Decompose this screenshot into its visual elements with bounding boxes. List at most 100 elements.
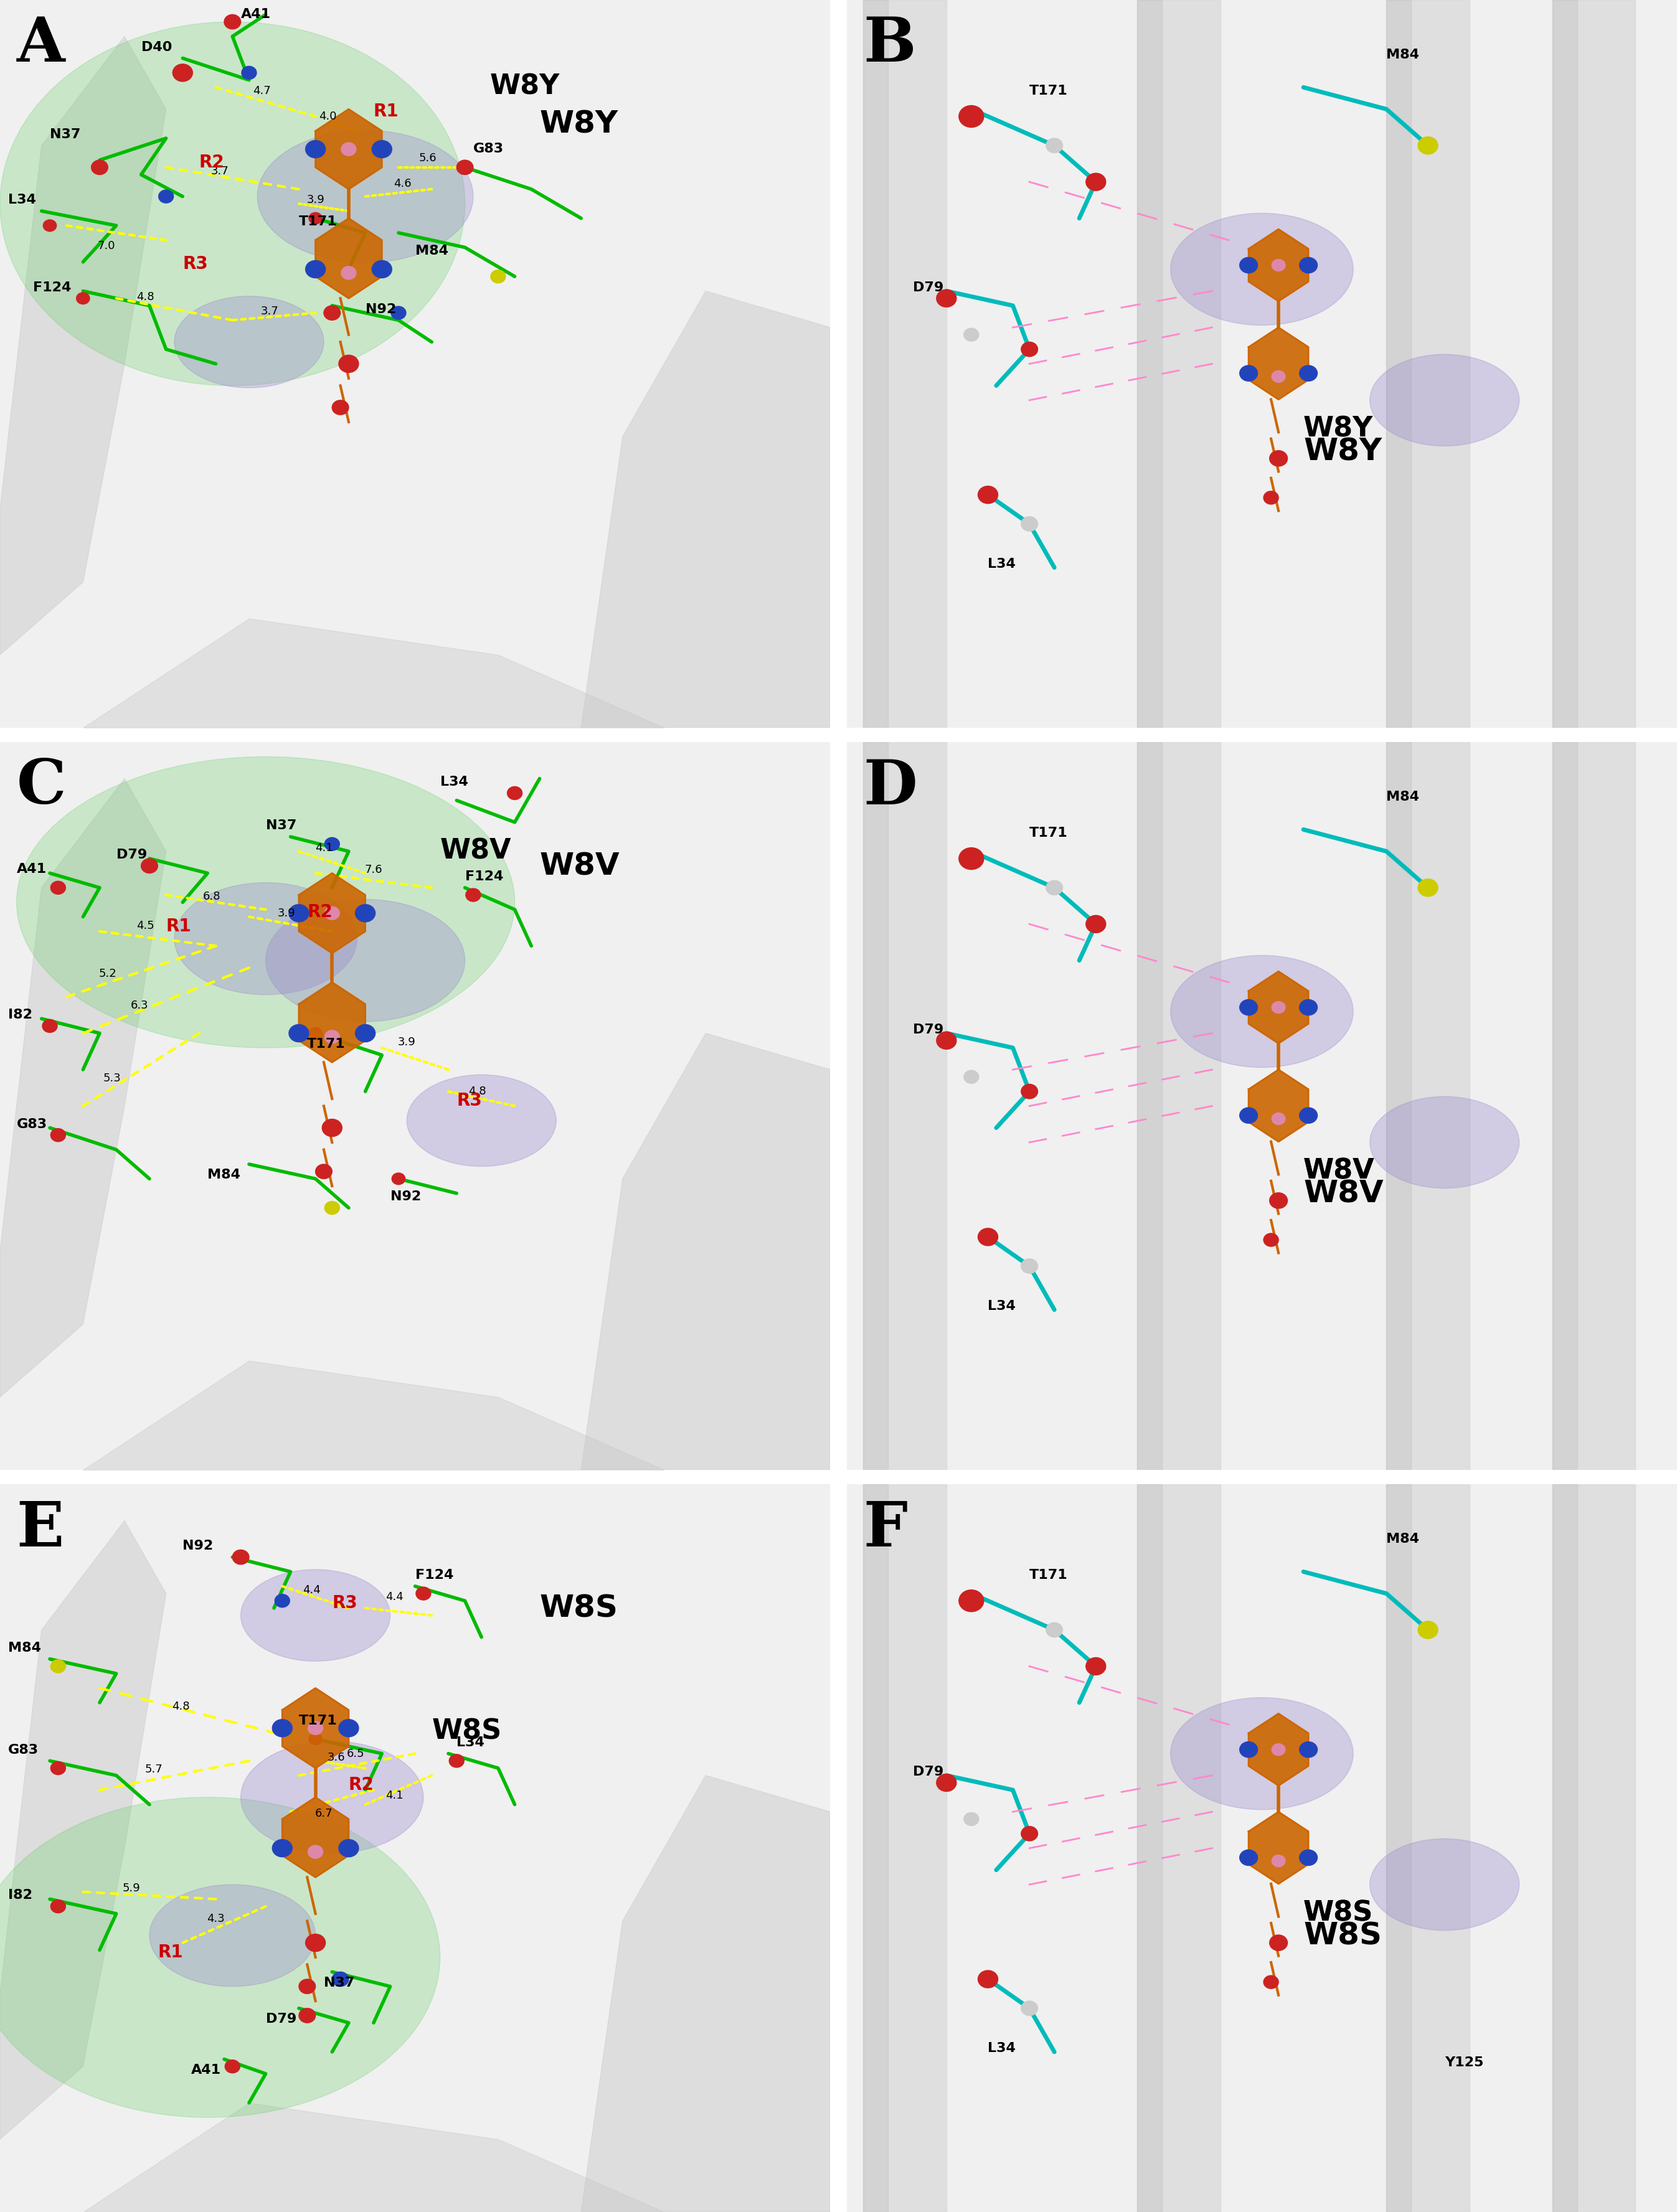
Text: T171: T171 [299, 215, 337, 228]
Circle shape [241, 66, 257, 80]
Text: M84: M84 [208, 1168, 240, 1181]
Polygon shape [1387, 0, 1469, 728]
Circle shape [339, 1840, 359, 1856]
Ellipse shape [1370, 354, 1519, 447]
Polygon shape [582, 1776, 830, 2212]
Text: 3.6: 3.6 [327, 1752, 345, 1763]
Polygon shape [299, 982, 366, 1062]
Text: 5.3: 5.3 [102, 1073, 121, 1084]
Text: M84: M84 [1387, 790, 1419, 803]
Circle shape [392, 1172, 406, 1186]
Polygon shape [1387, 1484, 1412, 2212]
Text: N37: N37 [324, 1978, 354, 1989]
Circle shape [309, 212, 322, 223]
Polygon shape [864, 1484, 946, 2212]
Polygon shape [1553, 743, 1635, 1469]
Text: L34: L34 [988, 1301, 1016, 1312]
Circle shape [50, 1761, 65, 1774]
Polygon shape [0, 35, 166, 655]
Text: F124: F124 [34, 281, 72, 294]
Circle shape [416, 1586, 431, 1599]
Text: W8V: W8V [540, 852, 620, 880]
Text: L34: L34 [8, 195, 37, 206]
Text: E: E [17, 1500, 64, 1559]
Text: 3.7: 3.7 [262, 305, 278, 316]
Text: D79: D79 [116, 849, 148, 860]
Text: G83: G83 [8, 1743, 39, 1756]
Text: W8Y: W8Y [490, 73, 560, 100]
Text: R1: R1 [166, 918, 191, 936]
Text: W8Y: W8Y [540, 108, 619, 139]
Text: 5.2: 5.2 [99, 969, 117, 980]
Text: 3.7: 3.7 [211, 166, 230, 177]
Text: Y125: Y125 [1444, 2057, 1484, 2068]
Circle shape [978, 1228, 998, 1245]
Text: F: F [864, 1500, 907, 1559]
Ellipse shape [1370, 1097, 1519, 1188]
Polygon shape [864, 743, 946, 1469]
Text: W8S: W8S [1303, 1920, 1382, 1951]
Polygon shape [1553, 1484, 1578, 2212]
Circle shape [173, 64, 193, 82]
Text: G83: G83 [17, 1117, 47, 1130]
Text: 4.1: 4.1 [386, 1790, 402, 1801]
Polygon shape [1249, 230, 1308, 301]
Text: N37: N37 [50, 128, 80, 142]
Circle shape [50, 880, 65, 894]
Text: N37: N37 [265, 818, 297, 832]
Ellipse shape [1370, 1838, 1519, 1931]
Polygon shape [1249, 1812, 1308, 1885]
Text: R2: R2 [200, 153, 225, 170]
Circle shape [332, 400, 349, 416]
Ellipse shape [17, 757, 515, 1048]
Text: R3: R3 [183, 257, 208, 272]
Circle shape [77, 292, 89, 303]
Circle shape [1271, 1856, 1285, 1867]
Circle shape [309, 1026, 322, 1040]
Polygon shape [315, 108, 382, 190]
Circle shape [272, 1719, 292, 1736]
Text: 7.6: 7.6 [364, 865, 382, 876]
Circle shape [1239, 365, 1258, 380]
Circle shape [1046, 1624, 1063, 1637]
Circle shape [1419, 1621, 1437, 1639]
Text: A: A [17, 15, 65, 75]
Circle shape [325, 1031, 339, 1044]
Circle shape [1419, 137, 1437, 155]
Circle shape [491, 270, 505, 283]
Text: 6.7: 6.7 [315, 1807, 332, 1818]
Circle shape [1300, 365, 1318, 380]
Text: N92: N92 [391, 1190, 421, 1203]
Polygon shape [1553, 743, 1578, 1469]
Circle shape [1300, 1000, 1318, 1015]
Ellipse shape [265, 900, 465, 1022]
Circle shape [309, 1721, 324, 1734]
Circle shape [50, 1659, 65, 1672]
Circle shape [309, 1734, 322, 1745]
Circle shape [1087, 916, 1105, 933]
Polygon shape [1249, 971, 1308, 1044]
Text: 5.9: 5.9 [122, 1882, 141, 1893]
Text: D79: D79 [914, 1765, 944, 1778]
Circle shape [322, 1119, 342, 1137]
Circle shape [324, 305, 340, 321]
Text: G83: G83 [473, 144, 503, 155]
Text: R1: R1 [158, 1944, 183, 1962]
Text: M84: M84 [1387, 1533, 1419, 1544]
Circle shape [1269, 1192, 1288, 1208]
Text: D79: D79 [914, 1024, 944, 1035]
Text: 4.8: 4.8 [136, 292, 154, 303]
Circle shape [1239, 1849, 1258, 1865]
Polygon shape [582, 292, 830, 728]
Text: W8S: W8S [540, 1593, 619, 1624]
Polygon shape [1249, 1071, 1308, 1141]
Circle shape [936, 1031, 956, 1048]
Text: W8Y: W8Y [1303, 416, 1373, 442]
Circle shape [1239, 1000, 1258, 1015]
Polygon shape [1553, 0, 1578, 728]
Text: B: B [864, 15, 916, 75]
Circle shape [1021, 343, 1038, 356]
Polygon shape [582, 1033, 830, 1469]
Polygon shape [1137, 743, 1162, 1469]
Text: W8S: W8S [1303, 1900, 1373, 1927]
